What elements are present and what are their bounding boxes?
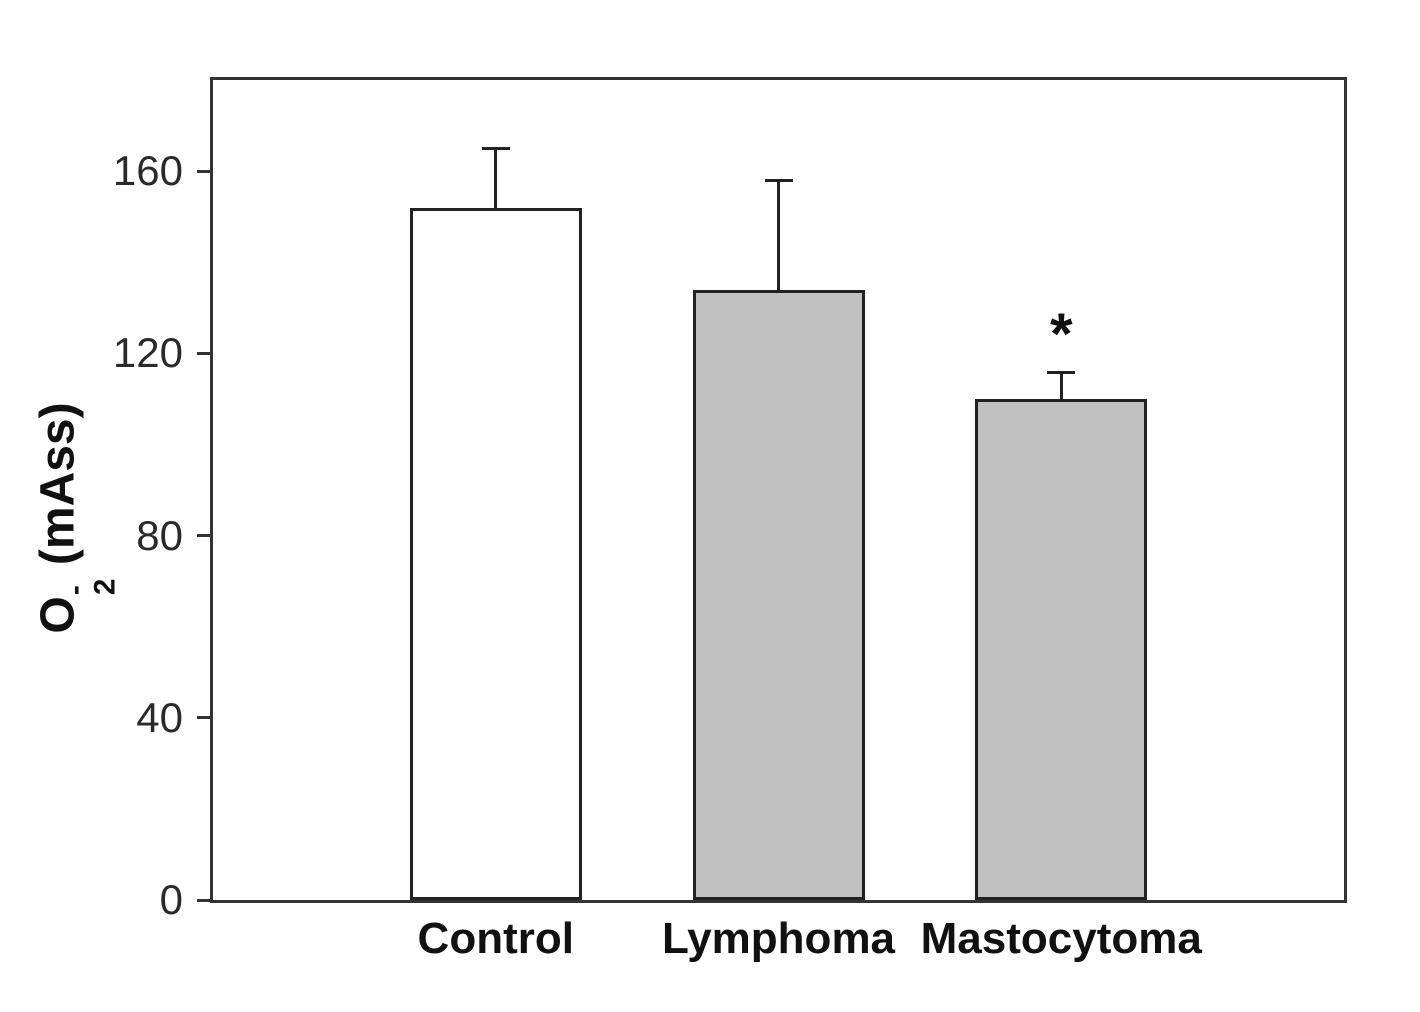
y-axis-title-superscript: - bbox=[58, 585, 92, 596]
y-tick-label-80: 80 bbox=[136, 511, 183, 559]
x-category-label-lymphoma: Lymphoma bbox=[661, 914, 896, 963]
y-tick-mark-80 bbox=[197, 534, 210, 538]
y-tick-mark-120 bbox=[197, 351, 210, 355]
error-bar-control bbox=[494, 148, 498, 208]
y-tick-mark-160 bbox=[197, 169, 210, 173]
plot-area: 0 40 80 120 160 Control Lymphoma Mastocytoma * bbox=[113, 77, 1347, 963]
x-category-label-control: Control bbox=[417, 914, 574, 963]
error-bar-mastocytoma bbox=[1059, 371, 1063, 399]
error-bar-cap-control bbox=[481, 147, 510, 151]
bar-mastocytoma bbox=[975, 398, 1148, 900]
y-tick-label-120: 120 bbox=[112, 329, 183, 377]
bar-lymphoma bbox=[692, 289, 865, 900]
y-axis-title-subscript: 2 bbox=[88, 578, 122, 596]
bar-control bbox=[409, 207, 582, 900]
y-tick-label-40: 40 bbox=[136, 693, 183, 741]
y-tick-mark-0 bbox=[197, 898, 210, 902]
y-tick-mark-40 bbox=[197, 716, 210, 720]
y-tick-label-0: 0 bbox=[159, 876, 183, 923]
x-category-label-mastocytoma: Mastocytoma bbox=[920, 914, 1202, 963]
error-bar-cap-mastocytoma bbox=[1047, 370, 1076, 374]
y-tick-label-160: 160 bbox=[112, 147, 183, 195]
error-bar-lymphoma bbox=[777, 180, 780, 290]
y-axis-title-subsup: -2 bbox=[58, 579, 122, 596]
error-bar-cap-lymphoma bbox=[764, 179, 793, 183]
significance-asterisk-mastocytoma: * bbox=[1049, 301, 1073, 367]
y-axis-title-element: O bbox=[31, 596, 85, 634]
